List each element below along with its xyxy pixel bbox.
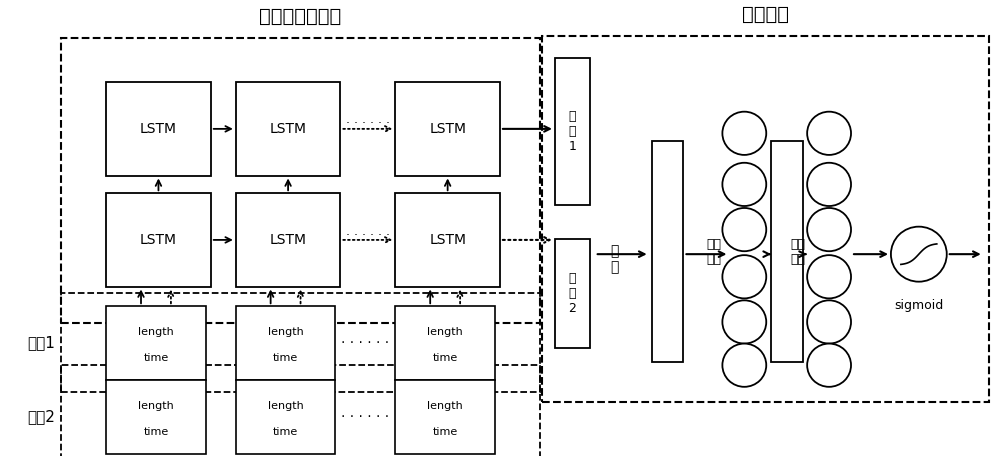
- FancyBboxPatch shape: [106, 193, 211, 287]
- FancyBboxPatch shape: [106, 380, 206, 454]
- Text: length: length: [138, 327, 174, 337]
- Text: length: length: [138, 401, 174, 411]
- Circle shape: [807, 255, 851, 298]
- FancyBboxPatch shape: [555, 58, 590, 205]
- Text: · · · · · ·: · · · · · ·: [341, 336, 389, 350]
- FancyBboxPatch shape: [236, 193, 340, 287]
- Text: 全连
接层: 全连 接层: [706, 238, 721, 266]
- Circle shape: [807, 208, 851, 251]
- Circle shape: [807, 112, 851, 155]
- Text: time: time: [433, 353, 458, 363]
- Text: 向
量
2: 向 量 2: [568, 272, 576, 315]
- Circle shape: [891, 227, 947, 282]
- Text: sigmoid: sigmoid: [894, 299, 943, 313]
- Circle shape: [722, 255, 766, 298]
- Text: LSTM: LSTM: [270, 233, 307, 247]
- Text: length: length: [268, 401, 303, 411]
- Text: 全连
接层: 全连 接层: [791, 238, 806, 266]
- Text: · · · · · ·: · · · · · ·: [341, 410, 389, 424]
- Text: LSTM: LSTM: [429, 233, 466, 247]
- Circle shape: [722, 344, 766, 387]
- Text: time: time: [273, 426, 298, 436]
- Text: 序列数据向量化: 序列数据向量化: [259, 7, 342, 26]
- FancyBboxPatch shape: [395, 82, 500, 175]
- FancyBboxPatch shape: [395, 306, 495, 380]
- FancyBboxPatch shape: [236, 380, 335, 454]
- Text: 会话1: 会话1: [27, 335, 55, 351]
- Text: · · · · · ·: · · · · · ·: [346, 117, 390, 130]
- Text: length: length: [427, 401, 463, 411]
- Circle shape: [807, 163, 851, 206]
- Circle shape: [807, 344, 851, 387]
- FancyBboxPatch shape: [652, 141, 683, 362]
- FancyBboxPatch shape: [236, 82, 340, 175]
- Text: 向
量
1: 向 量 1: [568, 110, 576, 153]
- Text: · · · · · ·: · · · · · ·: [346, 228, 390, 241]
- Circle shape: [722, 208, 766, 251]
- Text: LSTM: LSTM: [140, 233, 177, 247]
- Text: 拼
接: 拼 接: [610, 244, 619, 274]
- Text: 会话2: 会话2: [27, 409, 55, 424]
- FancyBboxPatch shape: [771, 141, 803, 362]
- FancyBboxPatch shape: [236, 306, 335, 380]
- Circle shape: [722, 300, 766, 344]
- Text: length: length: [427, 327, 463, 337]
- Text: time: time: [433, 426, 458, 436]
- Text: LSTM: LSTM: [429, 122, 466, 136]
- Text: 判断网络: 判断网络: [742, 5, 789, 24]
- Text: LSTM: LSTM: [270, 122, 307, 136]
- FancyBboxPatch shape: [555, 239, 590, 347]
- Text: LSTM: LSTM: [140, 122, 177, 136]
- Text: time: time: [143, 353, 169, 363]
- FancyBboxPatch shape: [395, 380, 495, 454]
- FancyBboxPatch shape: [395, 193, 500, 287]
- FancyBboxPatch shape: [106, 82, 211, 175]
- Text: time: time: [273, 353, 298, 363]
- Circle shape: [722, 112, 766, 155]
- FancyBboxPatch shape: [106, 306, 206, 380]
- Text: time: time: [143, 426, 169, 436]
- Circle shape: [722, 163, 766, 206]
- Text: length: length: [268, 327, 303, 337]
- Circle shape: [807, 300, 851, 344]
